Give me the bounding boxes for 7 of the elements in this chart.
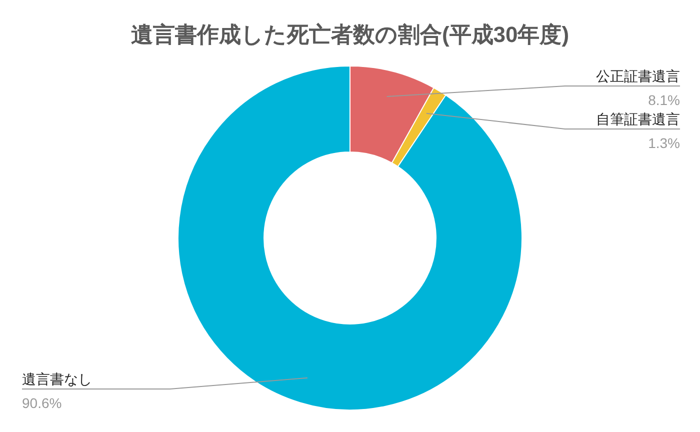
data-label: 1.3% (648, 135, 680, 151)
data-label: 8.1% (648, 92, 680, 108)
slice-label: 公正証書遺言 (596, 68, 680, 84)
chart-title: 遺言書作成した死亡者数の割合(平成30年度) (130, 22, 570, 47)
slice-label: 遺言書なし (22, 371, 92, 387)
slice-label: 自筆証書遺言 (596, 111, 680, 127)
data-label: 90.6% (22, 395, 62, 411)
